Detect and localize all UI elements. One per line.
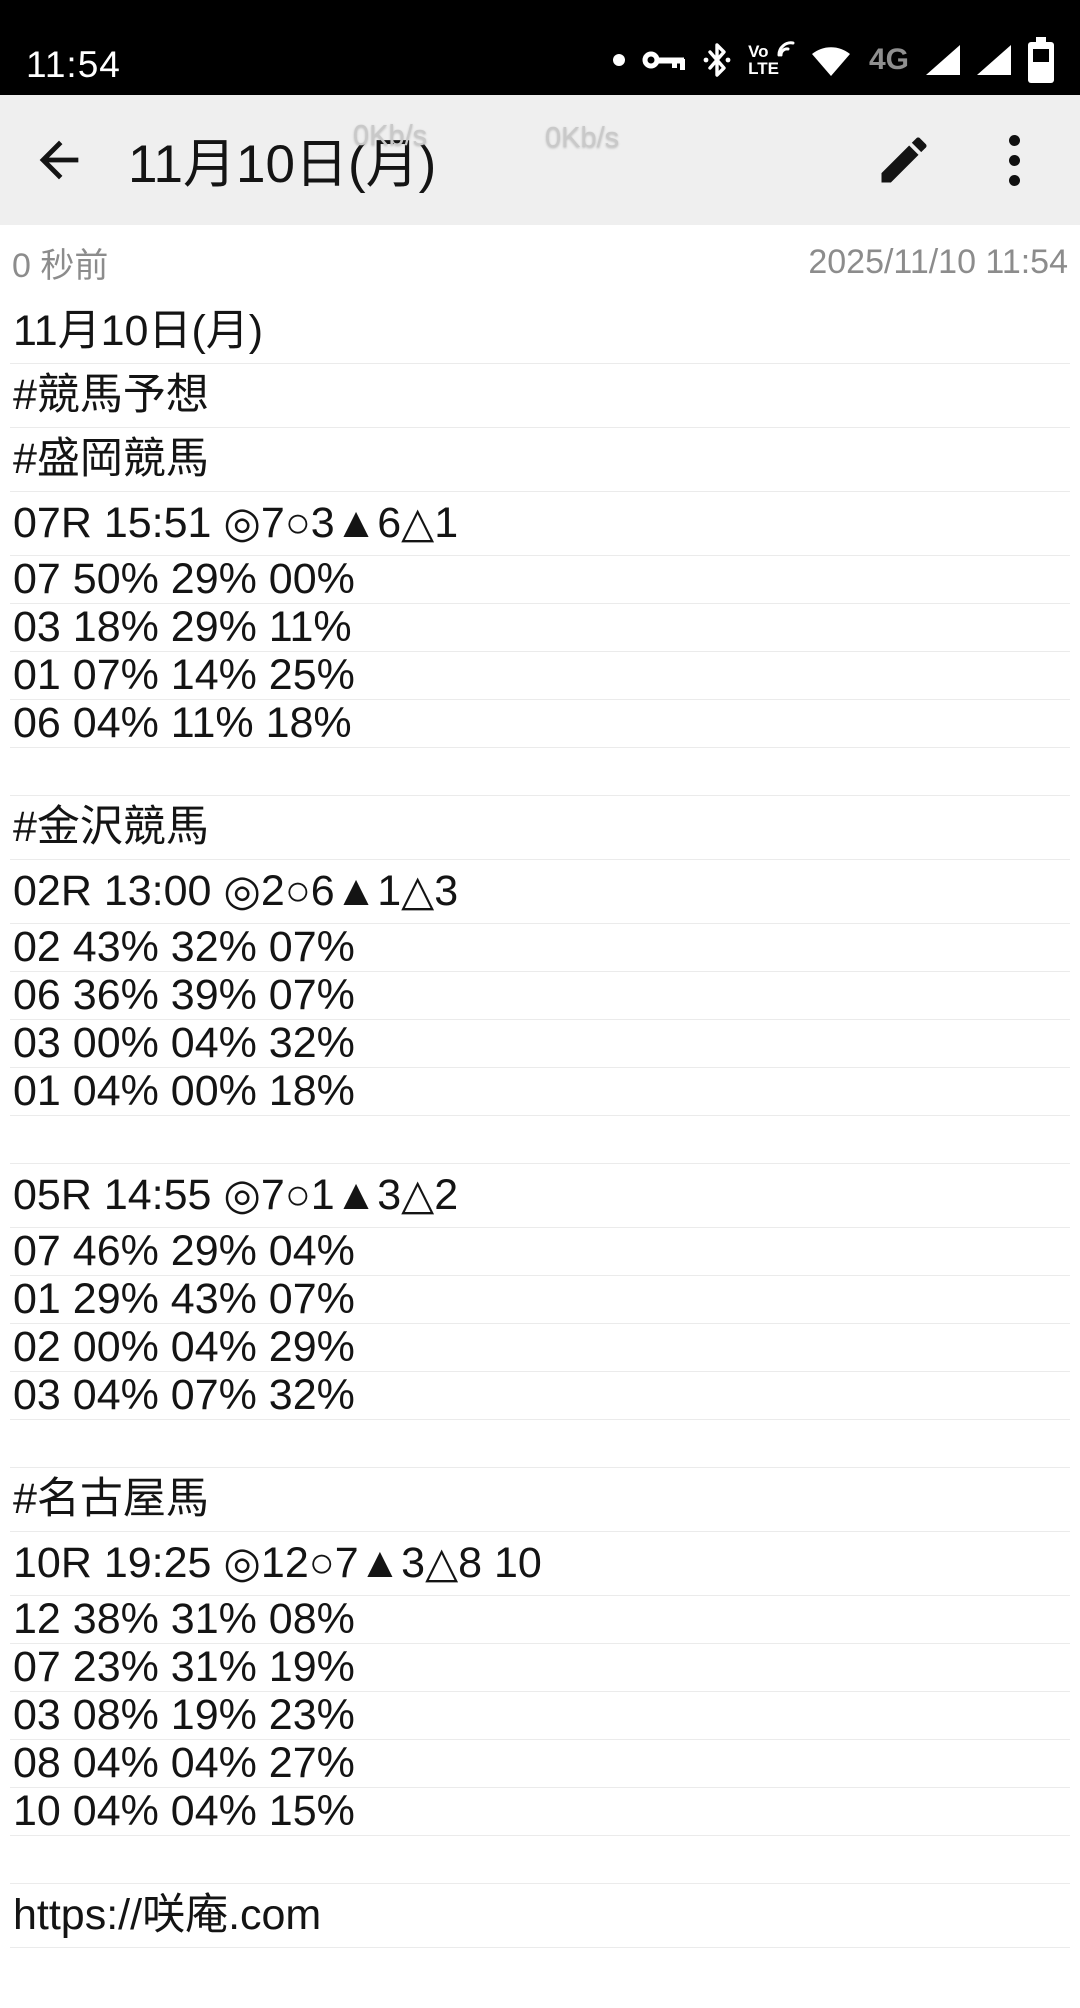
last-modified-label: 0 秒前 (12, 247, 109, 285)
note-line (10, 748, 1070, 796)
note-body[interactable]: 11月10日(月) #競馬予想 #盛岡競馬 07R 15:51 ◎7○3▲6△1 07 … (10, 300, 1070, 1948)
note-line: 06 04% 11% 18% (10, 700, 1070, 748)
note-line: 02 00% 04% 29% (10, 1324, 1070, 1372)
clock: 11:54 (26, 44, 121, 85)
note-line: #競馬予想 (10, 364, 1070, 428)
note-line: 03 18% 29% 11% (10, 604, 1070, 652)
note-line: 01 04% 00% 18% (10, 1068, 1070, 1116)
note-line: 01 29% 43% 07% (10, 1276, 1070, 1324)
pencil-icon (881, 137, 927, 183)
note-line: 12 38% 31% 08% (10, 1596, 1070, 1644)
ellipsis-dot (1009, 134, 1020, 146)
back-button[interactable] (30, 131, 88, 189)
note-line: 03 08% 19% 23% (10, 1692, 1070, 1740)
bluetooth-icon (703, 41, 731, 79)
overflow-menu-button[interactable] (1005, 131, 1024, 190)
note-line: 03 00% 04% 32% (10, 1020, 1070, 1068)
note-line (10, 1116, 1070, 1164)
note-line (10, 1836, 1070, 1884)
page-title: 11月10日(月) (128, 135, 437, 194)
note-line: 01 07% 14% 25% (10, 652, 1070, 700)
speed-overlay-left: 0Kb/s (353, 120, 428, 152)
speed-overlay-right: 0Kb/s (545, 122, 620, 154)
note-line: #盛岡競馬 (10, 428, 1070, 492)
app-bar: 11月10日(月) (0, 95, 1080, 225)
note-line: 11月10日(月) (10, 300, 1070, 364)
note-line: 07R 15:51 ◎7○3▲6△1 (10, 492, 1070, 556)
note-line: 07 46% 29% 04% (10, 1228, 1070, 1276)
edit-button[interactable] (873, 129, 935, 191)
note-meta-row: 0 秒前 2025/11/10 11:54 (0, 225, 1080, 300)
note-line: 10 04% 04% 15% (10, 1788, 1070, 1836)
arrow-left-icon (39, 140, 79, 180)
wifi-icon (810, 43, 852, 77)
note-datetime: 2025/11/10 11:54 (808, 243, 1068, 281)
status-bar: 11:54 Vo LTE (0, 0, 1080, 95)
notification-dot-icon (613, 54, 626, 66)
note-line: 02R 13:00 ◎2○6▲1△3 (10, 860, 1070, 924)
ellipsis-dot (1009, 154, 1020, 166)
note-line (10, 1420, 1070, 1468)
note-line: 05R 14:55 ◎7○1▲3△2 (10, 1164, 1070, 1228)
app-bar-actions (873, 129, 1080, 191)
note-line: 10R 19:25 ◎12○7▲3△8 10 (10, 1532, 1070, 1596)
4g-label: 4G (868, 43, 909, 76)
note-line: #名古屋馬 (10, 1468, 1070, 1532)
signal-triangle-icon (926, 45, 960, 75)
note-line: #金沢競馬 (10, 796, 1070, 860)
key-icon (642, 45, 686, 75)
volte-icon: Vo LTE (748, 41, 795, 77)
signal-triangle-icon (977, 45, 1011, 75)
note-line: 07 50% 29% 00% (10, 556, 1070, 604)
note-line: 03 04% 07% 32% (10, 1372, 1070, 1420)
status-icons: Vo LTE 4G (613, 37, 1054, 83)
note-line: 08 04% 04% 27% (10, 1740, 1070, 1788)
battery-icon (1028, 37, 1054, 83)
note-line: 02 43% 32% 07% (10, 924, 1070, 972)
ellipsis-dot (1009, 174, 1020, 186)
note-url-line[interactable]: https://咲庵.com (10, 1884, 1070, 1948)
note-line: 07 23% 31% 19% (10, 1644, 1070, 1692)
note-line: 06 36% 39% 07% (10, 972, 1070, 1020)
